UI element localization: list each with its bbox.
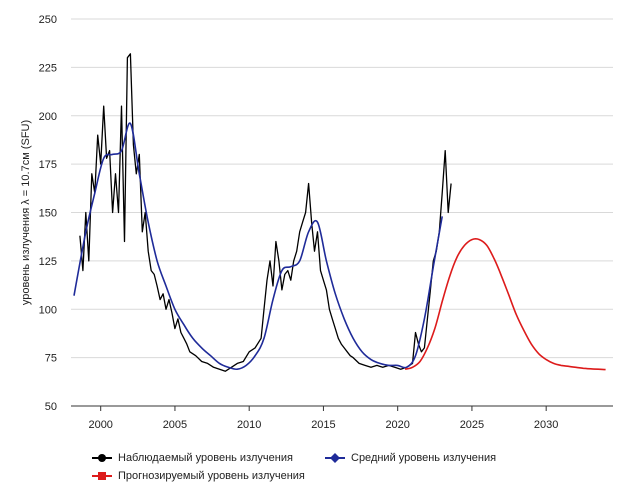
legend-observed-swatch (92, 454, 112, 462)
y-tick-label: 225 (39, 62, 57, 74)
x-tick-label: 2000 (88, 419, 112, 431)
y-tick-label: 200 (39, 111, 57, 123)
series-layer (73, 53, 606, 372)
x-tick-label: 2005 (163, 419, 187, 431)
legend-forecast-swatch (92, 472, 112, 480)
legend-item-observed[interactable]: Наблюдаемый уровень излучения (92, 452, 293, 464)
legend-average-swatch (325, 453, 345, 463)
y-axis-title: уровень излучения λ = 10.7см (SFU) (20, 120, 32, 305)
x-tick-label: 2010 (237, 419, 261, 431)
x-tick-label: 2015 (311, 419, 335, 431)
y-tick-label: 100 (39, 304, 57, 316)
grid-lines (71, 18, 613, 407)
legend-item-average[interactable]: Средний уровень излучения (325, 452, 496, 464)
tick-labels: 50 75 100 125 150 175 200 225 250 2000 2005 2010 201… (39, 14, 559, 431)
solar-flux-chart: 50 75 100 125 150 175 200 225 250 2000 2005 2010 201… (20, 14, 613, 431)
y-tick-label: 250 (39, 14, 57, 26)
axes (71, 405, 613, 411)
series-line-average (73, 122, 443, 371)
legend-forecast-label: Прогнозируемый уровень излучения (118, 470, 305, 482)
legend-average-label: Средний уровень излучения (351, 452, 497, 464)
legend: Наблюдаемый уровень излучения Средний ур… (0, 448, 628, 488)
series-line-forecast (404, 238, 606, 371)
y-tick-label: 125 (39, 256, 57, 268)
legend-item-forecast[interactable]: Прогнозируемый уровень излучения (92, 470, 305, 482)
y-tick-label: 150 (39, 208, 57, 220)
y-tick-label: 75 (45, 353, 57, 365)
x-tick-label: 2025 (460, 419, 484, 431)
x-tick-label: 2020 (385, 419, 409, 431)
x-tick-label: 2030 (534, 419, 558, 431)
legend-observed-label: Наблюдаемый уровень излучения (118, 452, 293, 464)
y-tick-label: 50 (45, 401, 57, 413)
y-tick-label: 175 (39, 159, 57, 171)
